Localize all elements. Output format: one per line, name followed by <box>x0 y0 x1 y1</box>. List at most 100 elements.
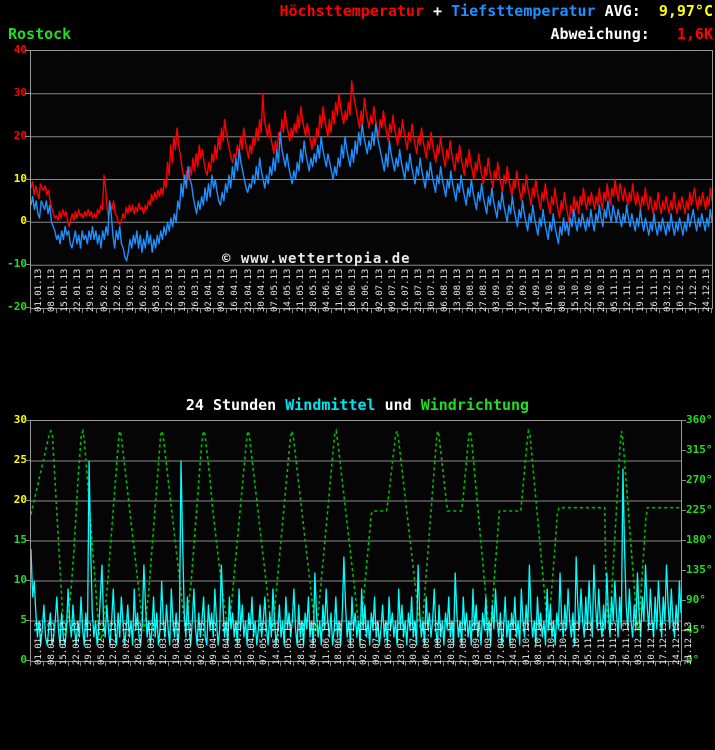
wind-xtick-label: 29.10.13 <box>571 621 582 665</box>
wind-xtick-label: 03.12.13 <box>634 621 644 665</box>
wind-xtick-mark <box>355 661 356 666</box>
wind-xtick-mark <box>392 661 394 666</box>
wind-xtick-mark <box>455 661 456 666</box>
temperature-xtick-mark <box>134 308 136 313</box>
wind-xtick-label: 05.03.13 <box>146 621 157 665</box>
temperature-xtick-label: 05.02.13 <box>99 268 110 312</box>
wind-direction-tick-5: 225° <box>686 503 713 516</box>
series-windmittel <box>31 460 681 646</box>
wind-xtick-mark <box>42 661 44 666</box>
wind-xtick-mark <box>192 661 194 666</box>
wind-chart: 0 5 10 15 20 25 30 0° 45° 90° 135° 180° 225° 270° 315… <box>0 413 715 750</box>
wind-xtick-mark <box>492 661 494 666</box>
temperature-xtick-mark <box>69 308 71 313</box>
wind-xtick-label: 12.11.13 <box>596 621 607 665</box>
temperature-xtick-label: 24.09.13 <box>531 268 542 312</box>
wind-direction-tick-3: 135° <box>686 563 713 576</box>
wind-xtick-mark <box>30 661 31 666</box>
temperature-xtick-mark <box>187 308 189 313</box>
wind-xtick-mark <box>567 661 569 666</box>
temperature-xtick-label: 19.02.13 <box>125 268 136 312</box>
wind-direction-tick-1: 45° <box>686 623 706 636</box>
wind-xtick-label: 21.05.13 <box>284 621 294 665</box>
temperature-xtick-mark <box>305 308 306 313</box>
wind-xtick-label: 08.10.13 <box>534 621 544 665</box>
wind-xtick-label: 27.08.13 <box>459 621 469 665</box>
wind-xtick-label: 10.09.13 <box>484 621 494 665</box>
temperature-xtick-label: 02.04.13 <box>204 268 215 312</box>
wind-y2tick-mark <box>681 600 686 601</box>
wind-xtick-label: 28.05.13 <box>296 621 307 665</box>
wind-xtick-label: 17.09.13 <box>496 621 507 665</box>
temperature-xtick-label: 05.11.13 <box>610 268 621 312</box>
wind-xtick-label: 25.06.13 <box>346 621 357 665</box>
wind-xtick-label: 23.04.13 <box>234 621 244 665</box>
temperature-xtick-mark <box>174 308 176 313</box>
wind-y2tick-mark <box>681 480 686 481</box>
wind-xtick-label: 15.01.13 <box>59 621 69 665</box>
deviation-value: 1,6K <box>676 25 713 43</box>
wind-xtick-mark <box>642 661 644 666</box>
wind-xtick-mark <box>517 661 519 666</box>
temperature-xtick-mark <box>593 308 595 313</box>
wind-xtick-mark <box>117 661 119 666</box>
wind-ytick-mark <box>25 500 30 501</box>
temperature-xtick-label: 23.04.13 <box>243 268 254 312</box>
temperature-xtick-label: 26.11.13 <box>649 268 660 312</box>
wind-xtick-label: 05.11.13 <box>584 621 594 665</box>
avg-label: AVG: <box>604 2 641 20</box>
wind-xtick-mark <box>217 661 219 666</box>
header-line-secondary: Abweichung: 1,6K <box>0 25 713 45</box>
temperature-chart: -20 -10 0 10 20 30 40 © www.wettertopia.de 01.… <box>0 44 715 378</box>
wind-ytick-0: 0 <box>20 653 27 666</box>
wind-direction-tick-6: 270° <box>686 473 713 486</box>
wind-direction-tick-4: 180° <box>686 533 713 546</box>
temperature-xtick-mark <box>475 308 477 313</box>
temperature-xtick-mark <box>449 308 451 313</box>
wind-direction-tick-8: 360° <box>686 413 713 426</box>
avg-value: 9,97°C <box>658 2 713 20</box>
wind-xtick-mark <box>317 661 319 666</box>
wind-xtick-label: 19.03.13 <box>171 621 182 665</box>
temperature-xtick-label: 14.05.13 <box>282 268 293 312</box>
temperature-ytick--10: -10 <box>7 257 27 271</box>
wind-xtick-label: 14.05.13 <box>271 621 282 665</box>
wind-xtick-mark <box>430 661 431 666</box>
wind-ytick-mark <box>25 460 30 461</box>
wind-xtick-mark <box>130 661 131 666</box>
wind-y2tick-mark <box>681 570 686 571</box>
temperature-xtick-label: 12.11.13 <box>623 268 634 312</box>
temperature-xtick-mark <box>684 308 686 313</box>
temperature-xtick-label: 09.04.13 <box>217 268 228 312</box>
temperature-xtick-mark <box>370 308 372 313</box>
temperature-xtick-mark <box>95 308 97 313</box>
wind-xtick-mark <box>105 661 106 666</box>
wind-xtick-mark <box>442 661 444 666</box>
wind-ytick-15: 15 <box>13 533 27 546</box>
wind-xtick-mark <box>155 661 156 666</box>
temperature-xtick-mark <box>501 308 503 313</box>
temperature-xtick-mark <box>226 308 228 313</box>
temperature-xtick-mark <box>632 308 634 313</box>
wind-xtick-mark <box>380 661 381 666</box>
temperature-ytick-mark <box>25 178 30 180</box>
temperature-xtick-mark <box>278 308 280 313</box>
watermark-text: © www.wettertopia.de <box>222 251 411 267</box>
temperature-xtick-label: 06.08.13 <box>440 268 450 312</box>
temperature-xtick-label: 13.08.13 <box>453 268 464 312</box>
temperature-xtick-label: 16.07.13 <box>400 268 411 312</box>
min-temp-title: Tiefsttemperatur <box>451 2 596 20</box>
temperature-xtick-mark <box>291 308 293 313</box>
wind-xtick-label: 29.01.13 <box>84 621 94 665</box>
wind-title-part3: und <box>384 396 412 414</box>
wind-xtick-mark <box>580 661 581 666</box>
temperature-xtick-mark <box>711 308 712 313</box>
wind-xtick-mark <box>142 661 144 666</box>
wind-xtick-label: 24.12.13 <box>671 621 682 665</box>
wind-xtick-label: 11.06.13 <box>321 621 332 665</box>
wind-ytick-5: 5 <box>20 613 27 626</box>
temperature-xtick-mark <box>553 308 555 313</box>
wind-plot-area <box>30 420 682 662</box>
wind-xtick-mark <box>467 661 469 666</box>
wind-xtick-mark <box>555 661 556 666</box>
